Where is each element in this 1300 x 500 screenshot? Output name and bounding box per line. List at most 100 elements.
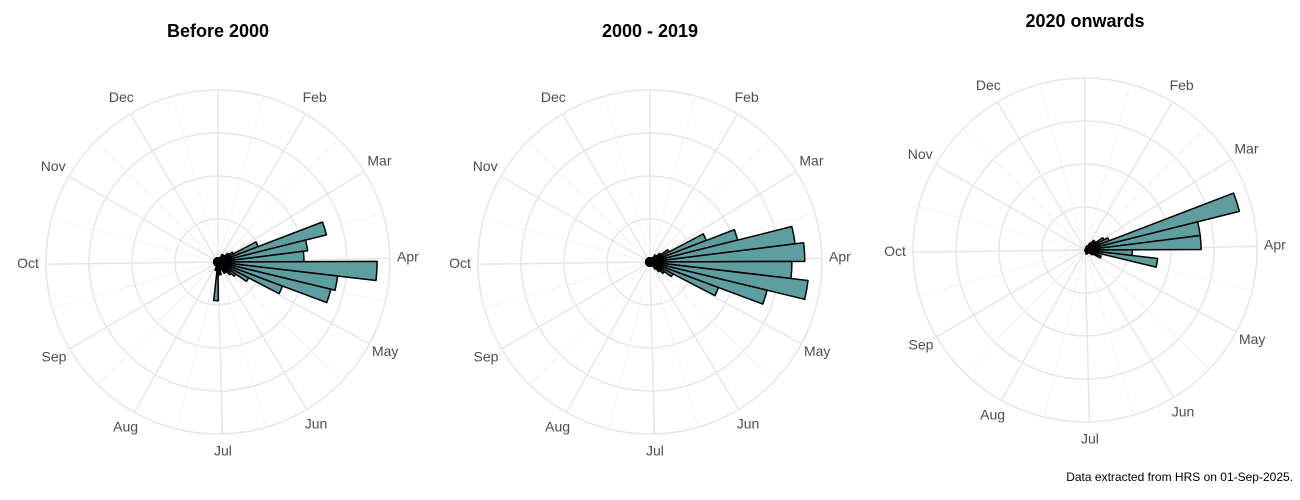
spoke	[217, 261, 308, 410]
x-tick-label: Nov	[908, 146, 933, 162]
x-tick-label: Nov	[473, 158, 498, 174]
x-tick-label: Jun	[305, 415, 328, 431]
minor-spoke	[529, 261, 651, 386]
spoke	[217, 170, 365, 263]
x-tick-label: May	[1239, 331, 1265, 347]
minor-spoke	[649, 261, 775, 382]
spoke	[935, 163, 1086, 251]
x-tick-label: Jun	[1172, 403, 1195, 419]
spoke	[649, 170, 797, 263]
x-tick-label: Dec	[541, 89, 566, 105]
x-tick-label: Aug	[113, 419, 138, 435]
x-tick-label: Oct	[17, 255, 39, 271]
minor-spoke	[51, 218, 219, 263]
spoke	[913, 249, 1086, 253]
spoke	[565, 261, 651, 413]
x-tick-label: Sep	[42, 349, 67, 365]
minor-spoke	[608, 261, 651, 430]
minor-spoke	[217, 261, 267, 428]
spoke	[936, 249, 1086, 338]
x-tick-label: Apr	[829, 249, 851, 265]
spoke	[1084, 249, 1091, 422]
spoke	[996, 101, 1086, 251]
x-tick-label: Jul	[646, 443, 664, 459]
minor-spoke	[217, 261, 343, 382]
minor-spoke	[919, 249, 1086, 297]
spoke	[561, 113, 651, 263]
spoke	[1000, 249, 1086, 401]
caption: Data extracted from HRS on 01-Sep-2025.	[1066, 470, 1293, 484]
minor-spoke	[918, 206, 1086, 251]
x-tick-label: Oct	[449, 255, 471, 271]
spoke	[1084, 249, 1175, 398]
minor-spoke	[527, 140, 651, 263]
minor-spoke	[1084, 126, 1206, 251]
bar	[217, 221, 328, 263]
panel: 2000 - 2019 Feb Mar Apr May Jun Jul Aug Sep Oct No…	[449, 21, 851, 459]
minor-spoke	[964, 249, 1086, 374]
spoke	[46, 261, 219, 265]
bar	[1084, 249, 1088, 255]
x-tick-label: Jul	[214, 443, 232, 459]
minor-spoke	[604, 95, 651, 263]
minor-spoke	[649, 261, 699, 428]
x-tick-label: May	[372, 343, 398, 359]
x-tick-label: Sep	[909, 337, 934, 353]
bar	[217, 239, 309, 263]
x-tick-label: Apr	[1264, 237, 1286, 253]
x-tick-label: Jun	[737, 415, 760, 431]
minor-spoke	[1039, 83, 1086, 251]
x-tick-label: Mar	[799, 153, 823, 169]
minor-spoke	[172, 95, 219, 263]
panel-title: Before 2000	[167, 21, 269, 41]
x-tick-label: May	[804, 343, 830, 359]
spoke	[1084, 249, 1237, 333]
bar	[648, 256, 651, 263]
x-tick-label: Mar	[367, 153, 391, 169]
minor-spoke	[217, 95, 264, 263]
panel: 2020 onwards Feb Mar Apr May Jun Jul Aug Sep Oct N…	[884, 11, 1286, 447]
x-tick-label: Dec	[976, 77, 1001, 93]
x-tick-label: Jul	[1081, 431, 1099, 447]
minor-spoke	[97, 261, 219, 386]
spoke	[500, 175, 651, 263]
panel-title: 2000 - 2019	[602, 21, 698, 41]
x-tick-label: Aug	[980, 407, 1005, 423]
x-tick-label: Aug	[545, 419, 570, 435]
bar	[1084, 249, 1159, 268]
x-tick-label: Sep	[474, 349, 499, 365]
bar	[1084, 234, 1202, 251]
spoke	[501, 261, 651, 350]
panel: Before 2000 Feb Mar Apr May Jun Jul Aug Sep Oct No…	[17, 21, 419, 459]
bar	[216, 256, 219, 263]
minor-spoke	[217, 138, 339, 263]
x-tick-label: Dec	[109, 89, 134, 105]
minor-spoke	[649, 138, 771, 263]
spoke	[68, 175, 219, 263]
minor-spoke	[1043, 249, 1086, 418]
minor-spoke	[484, 261, 651, 309]
x-tick-label: Mar	[1234, 141, 1258, 157]
minor-spoke	[1084, 249, 1210, 370]
x-tick-label: Feb	[1170, 77, 1194, 93]
x-tick-label: Feb	[735, 89, 759, 105]
minor-spoke	[52, 261, 219, 309]
x-tick-label: Apr	[397, 249, 419, 265]
spoke	[217, 113, 307, 263]
spoke	[649, 113, 739, 263]
minor-spoke	[962, 128, 1086, 251]
minor-spoke	[1084, 83, 1131, 251]
x-tick-label: Oct	[884, 243, 906, 259]
x-tick-label: Nov	[41, 158, 66, 174]
spoke	[133, 261, 219, 413]
minor-spoke	[649, 95, 696, 263]
minor-spoke	[1084, 249, 1134, 416]
minor-spoke	[483, 218, 651, 263]
x-tick-label: Feb	[303, 89, 327, 105]
spoke	[1084, 101, 1174, 251]
minor-spoke	[95, 140, 219, 263]
spoke	[1084, 158, 1232, 251]
minor-spoke	[176, 261, 219, 430]
